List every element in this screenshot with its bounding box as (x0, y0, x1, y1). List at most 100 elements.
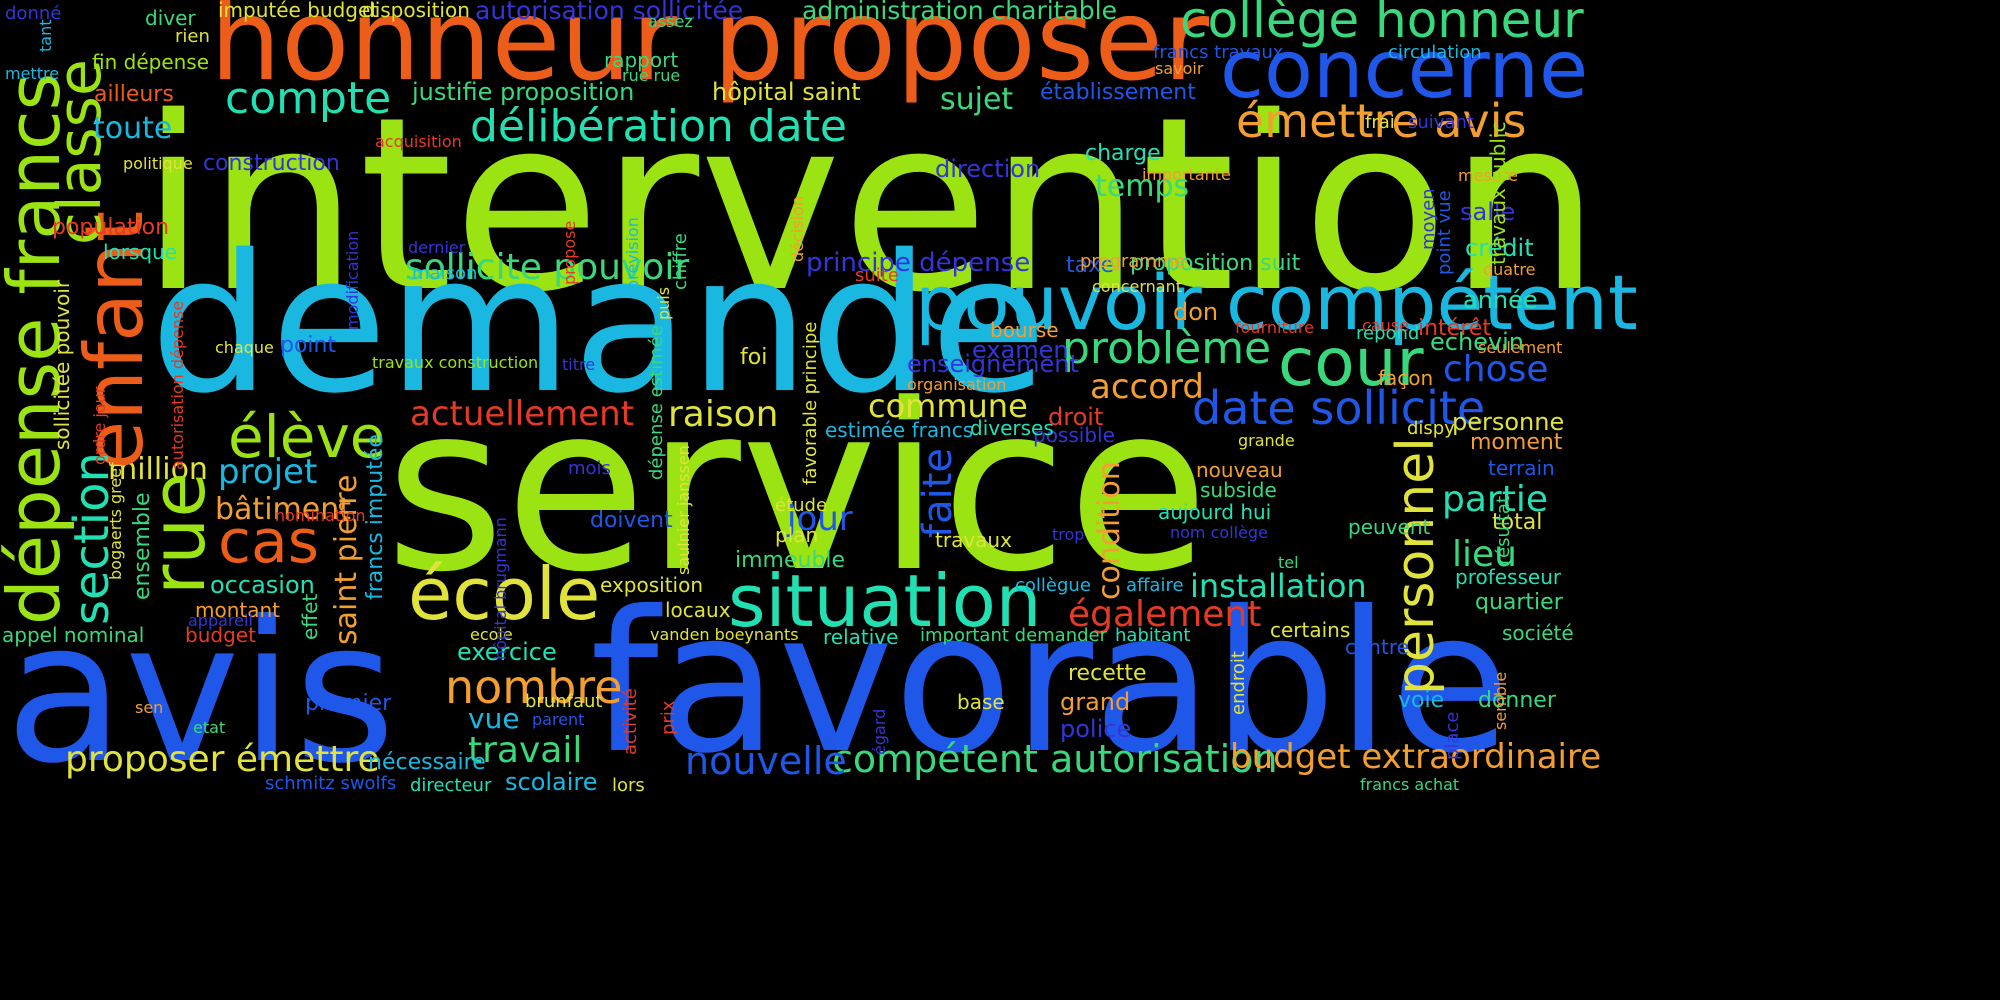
word-vanden-boeynants: vanden boeynants (650, 625, 799, 644)
word-quartier: quartier (1475, 590, 1563, 615)
word-sollicitee-pouvoir: sollicitée pouvoir (50, 279, 74, 450)
word-prix: prix (658, 700, 679, 735)
word-politique: politique (123, 154, 193, 173)
word-pouvoir-competent: pouvoir compétent (915, 258, 1638, 347)
word-propose: propose (560, 220, 579, 285)
word-mettre: mettre (5, 64, 60, 83)
word-cas: cas (218, 507, 320, 577)
word-credit: crédit (1465, 234, 1534, 262)
word-sen: sen (135, 698, 164, 717)
word-etablissement: établissement (1040, 80, 1196, 105)
word-favorable-principe: favorable principe (800, 321, 821, 485)
word-egard: égard (870, 708, 889, 755)
word-salle: salle (1460, 198, 1516, 226)
word-donne: donné (5, 3, 62, 24)
word-partie: partie (1442, 479, 1548, 520)
word-rapport: rapport (604, 48, 679, 72)
word-personne: personne (1452, 408, 1565, 436)
word-activite: activité (620, 688, 641, 755)
word-immeuble: immeuble (735, 548, 846, 573)
word-concernant: concernant (1092, 277, 1183, 296)
word-travaux: travaux (935, 528, 1012, 552)
word-seulement: seulement (1478, 338, 1563, 357)
word-lieu: lieu (1452, 534, 1517, 575)
word-autorisation-sollicitee: autorisation sollicitée (475, 0, 744, 25)
word-sujet: sujet (940, 82, 1014, 117)
word-grand: grand (1060, 688, 1131, 716)
word-echevin: echevin (1430, 328, 1525, 356)
word-fourniture: fourniture (1235, 318, 1314, 337)
word-voie: voie (1398, 688, 1445, 713)
word-chiffre: chiffre (670, 233, 691, 290)
word-date-sollicite: date sollicite (1192, 381, 1486, 435)
word-collegue: collègue (1015, 575, 1091, 596)
word-million: million (108, 452, 208, 487)
word-possible: possible (1033, 423, 1115, 447)
word-place: place (1442, 711, 1463, 760)
word-montant: montant (195, 598, 281, 622)
word-budget-extraordinaire: budget extraordinaire (1230, 737, 1602, 777)
word-projet: projet (218, 452, 318, 492)
word-affaire: affaire (1126, 575, 1184, 596)
word-rue-rue: rue rue (622, 66, 681, 85)
word-tel: tel (1278, 553, 1299, 572)
word-justifie-proposition: justifie proposition (412, 78, 635, 106)
word-brunfaut: brunfaut (525, 691, 603, 712)
word-francs-travaux: francs travaux (1153, 42, 1284, 63)
word-proposition-suit: proposition suit (1130, 251, 1301, 276)
word-exercice: exercice (457, 638, 557, 666)
word-titre: titre (562, 355, 596, 374)
word-premier: premier (305, 691, 392, 716)
word-point-vue: point vue (1434, 190, 1455, 275)
word-habitant: habitant (1115, 625, 1191, 646)
word-assez: assez (648, 12, 693, 31)
word-concerne: concerne (1220, 23, 1589, 116)
word-probleme: problème (1062, 323, 1272, 374)
word-principe-depense: principe dépense (806, 248, 1031, 278)
word-travaux-public: travaux public (1486, 121, 1510, 265)
word-competent-autorisation: compétent autorisation (832, 737, 1278, 781)
word-examen: examen (972, 336, 1069, 364)
word-avis: avis (5, 579, 396, 806)
word-grande: grande (1238, 431, 1295, 450)
word-occasion: occasion (210, 571, 315, 599)
word-certains: certains (1270, 618, 1351, 642)
word-diverses: diverses (970, 416, 1054, 440)
word-chose: chose (1443, 349, 1549, 390)
word-facon: façon (1378, 366, 1434, 390)
word-toute: toute (93, 111, 173, 146)
word-service: service (385, 356, 1209, 623)
word-proposer-emettre: proposer émettre (65, 739, 380, 780)
word-schmitz-swolfs: schmitz swolfs (265, 773, 397, 794)
word-repond: répond (1356, 323, 1420, 344)
word-semble: semble (1491, 671, 1510, 730)
word-total: total (1492, 510, 1543, 535)
word-hopital-brugmann: hôpital brugmann (491, 517, 510, 660)
word-droit: droit (1048, 403, 1104, 431)
word-acquisition: acquisition (375, 132, 462, 151)
word-taxe: taxe (1066, 253, 1114, 278)
word-important-demander: important demander (920, 625, 1108, 646)
word-depense-estimee: dépense estimée (646, 325, 667, 480)
word-plan: plan (775, 523, 819, 547)
word-charge: charge (1085, 141, 1161, 166)
word-bourse: bourse (990, 318, 1059, 342)
word-ecole: école (408, 552, 601, 636)
word-importante: importante (1142, 165, 1231, 184)
word-bogaerts-greef: bogaerts greef (106, 462, 125, 580)
word-nomination: nomination (275, 506, 366, 525)
word-appel-nominal: appel nominal (2, 623, 145, 647)
word-condition: condition (1092, 461, 1127, 600)
word-directeur: directeur (410, 775, 492, 796)
word-subside: subside (1200, 478, 1277, 502)
word-francs-achat: francs achat (1360, 775, 1460, 794)
word-ensemble: ensemble (130, 492, 155, 600)
word-saulnier-janssen: saulnier janssen (674, 445, 693, 575)
word-travaux-construction: travaux construction (372, 353, 539, 372)
word-mesure: mesure (1458, 166, 1518, 185)
word-temps: temps (1095, 169, 1190, 204)
word-parent: parent (532, 710, 585, 729)
word-moment: moment (1470, 430, 1563, 455)
word-locaux: locaux (665, 598, 731, 622)
word-cause: cause (1362, 316, 1409, 335)
